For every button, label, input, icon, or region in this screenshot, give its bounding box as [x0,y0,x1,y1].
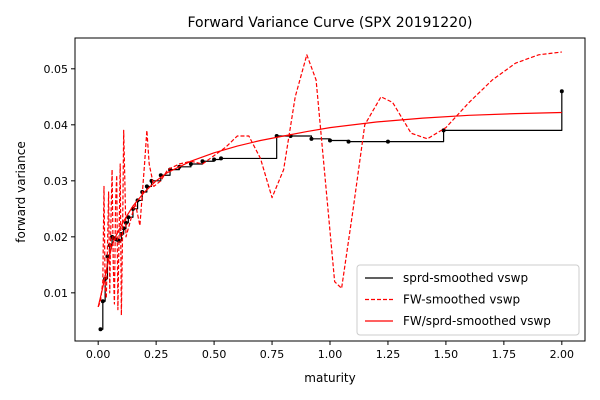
x-tick-label: 1.25 [376,348,401,361]
data-point [105,254,110,259]
legend-label: sprd-smoothed vswp [403,271,528,285]
data-point [385,139,390,144]
legend-box [356,264,580,336]
y-axis-label: forward variance [14,141,28,242]
data-point [100,299,105,304]
data-point [124,220,128,225]
x-tick-label: 0.50 [202,348,227,361]
legend-label: FW-smoothed vswp [403,293,520,307]
x-axis-label: maturity [304,371,355,385]
data-point [346,139,351,144]
x-tick-label: 0.75 [260,348,285,361]
data-point [144,184,149,189]
x-tick-label: 2.00 [550,348,575,361]
data-point [559,89,564,94]
data-point [441,128,446,133]
data-point [117,238,122,243]
series-line-3 [97,111,562,307]
data-point [328,138,332,143]
x-tick-label: 1.50 [434,348,459,361]
data-point [188,162,193,167]
data-point [212,157,217,162]
y-tick-label: 0.03 [44,175,69,188]
x-tick-label: 1.75 [492,348,517,361]
y-tick-label: 0.05 [44,63,69,76]
y-tick-label: 0.02 [44,231,69,244]
legend: sprd-smoothed vswp FW-smoothed vswp FW/spr… [356,264,580,336]
y-tick-label: 0.01 [44,287,69,300]
x-tick-label: 0.00 [86,348,111,361]
x-tick-label: 1.00 [318,348,343,361]
data-point [200,159,205,164]
data-point [98,327,103,332]
plot-area: 0.00 0.25 0.50 0.75 1.00 1.25 1.50 1.75 2.00 0.01… [44,37,586,361]
y-tick-label: 0.04 [44,119,69,132]
series-group [97,51,564,332]
series-line-2 [97,51,562,316]
legend-label: FW/sprd-smoothed vswp [403,314,551,328]
x-tick-label: 0.25 [144,348,169,361]
data-point [309,136,314,141]
chart-title: Forward Variance Curve (SPX 20191220) [188,15,473,31]
data-point [219,156,224,161]
